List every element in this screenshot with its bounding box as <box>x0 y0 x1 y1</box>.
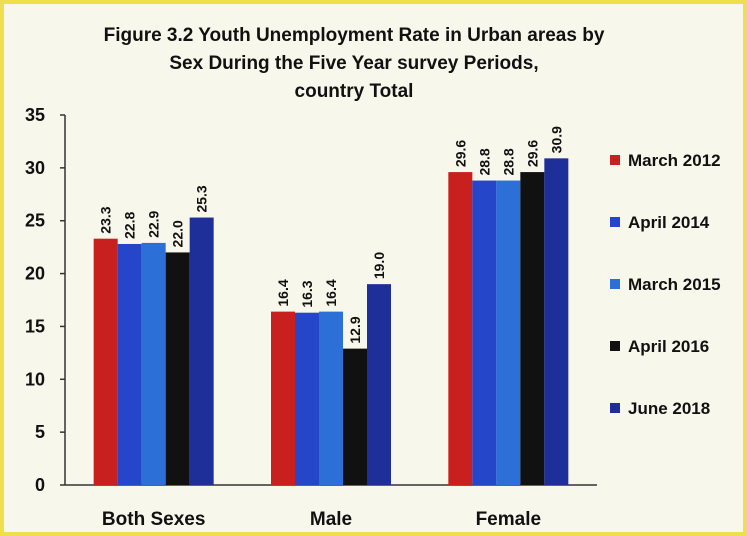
x-category-label: Both Sexes <box>102 509 205 530</box>
y-tick-label: 5 <box>35 422 45 442</box>
legend-label: March 2015 <box>628 275 721 294</box>
bar <box>165 252 190 485</box>
bar <box>496 180 521 486</box>
legend-swatch <box>610 155 620 165</box>
bar <box>117 243 142 485</box>
data-label: 28.8 <box>500 148 516 175</box>
data-label: 29.6 <box>452 140 468 167</box>
bar <box>271 311 295 485</box>
data-label: 30.9 <box>548 126 564 153</box>
data-label: 22.0 <box>170 220 186 247</box>
legend-swatch <box>610 403 620 413</box>
chart-title-line-3: country Total <box>294 81 414 102</box>
chart-title-line-2: Sex During the Five Year survey Periods, <box>169 53 539 74</box>
legend-label: June 2018 <box>628 399 710 418</box>
bar <box>367 284 391 485</box>
bar <box>472 180 497 486</box>
legend-label: April 2014 <box>628 213 710 232</box>
y-tick-label: 35 <box>25 105 45 125</box>
data-label: 19.0 <box>371 252 387 279</box>
bar <box>189 217 214 486</box>
legend-label: March 2012 <box>628 151 721 170</box>
data-label: 16.3 <box>299 280 315 307</box>
y-tick-label: 0 <box>35 475 45 495</box>
data-label: 29.6 <box>524 140 540 167</box>
bar <box>343 348 367 485</box>
bar <box>319 311 343 485</box>
data-label: 12.9 <box>347 316 363 343</box>
y-tick-label: 20 <box>25 264 45 284</box>
data-label: 25.3 <box>194 185 210 212</box>
data-label: 16.4 <box>323 279 339 306</box>
y-tick-label: 15 <box>25 316 45 336</box>
y-tick-label: 10 <box>25 369 45 389</box>
data-label: 28.8 <box>476 148 492 175</box>
x-category-label: Female <box>476 509 541 530</box>
y-tick-label: 30 <box>25 158 45 178</box>
data-label: 22.8 <box>122 212 138 239</box>
x-category-label: Male <box>310 509 352 530</box>
chart-title-line-1: Figure 3.2 Youth Unemployment Rate in Ur… <box>103 25 605 46</box>
legend-swatch <box>610 279 620 289</box>
bar <box>141 242 166 485</box>
bar <box>295 312 319 485</box>
legend-swatch <box>610 341 620 351</box>
legend-label: April 2016 <box>628 337 709 356</box>
data-label: 16.4 <box>275 279 291 306</box>
bar <box>93 238 118 485</box>
data-label: 23.3 <box>98 206 114 233</box>
bar <box>544 158 569 486</box>
bar <box>448 172 473 486</box>
y-tick-label: 25 <box>25 211 45 231</box>
bar <box>520 172 545 486</box>
chart-title: Figure 3.2 Youth Unemployment Rate in Ur… <box>44 22 664 106</box>
data-label: 22.9 <box>146 210 162 237</box>
legend-swatch <box>610 217 620 227</box>
